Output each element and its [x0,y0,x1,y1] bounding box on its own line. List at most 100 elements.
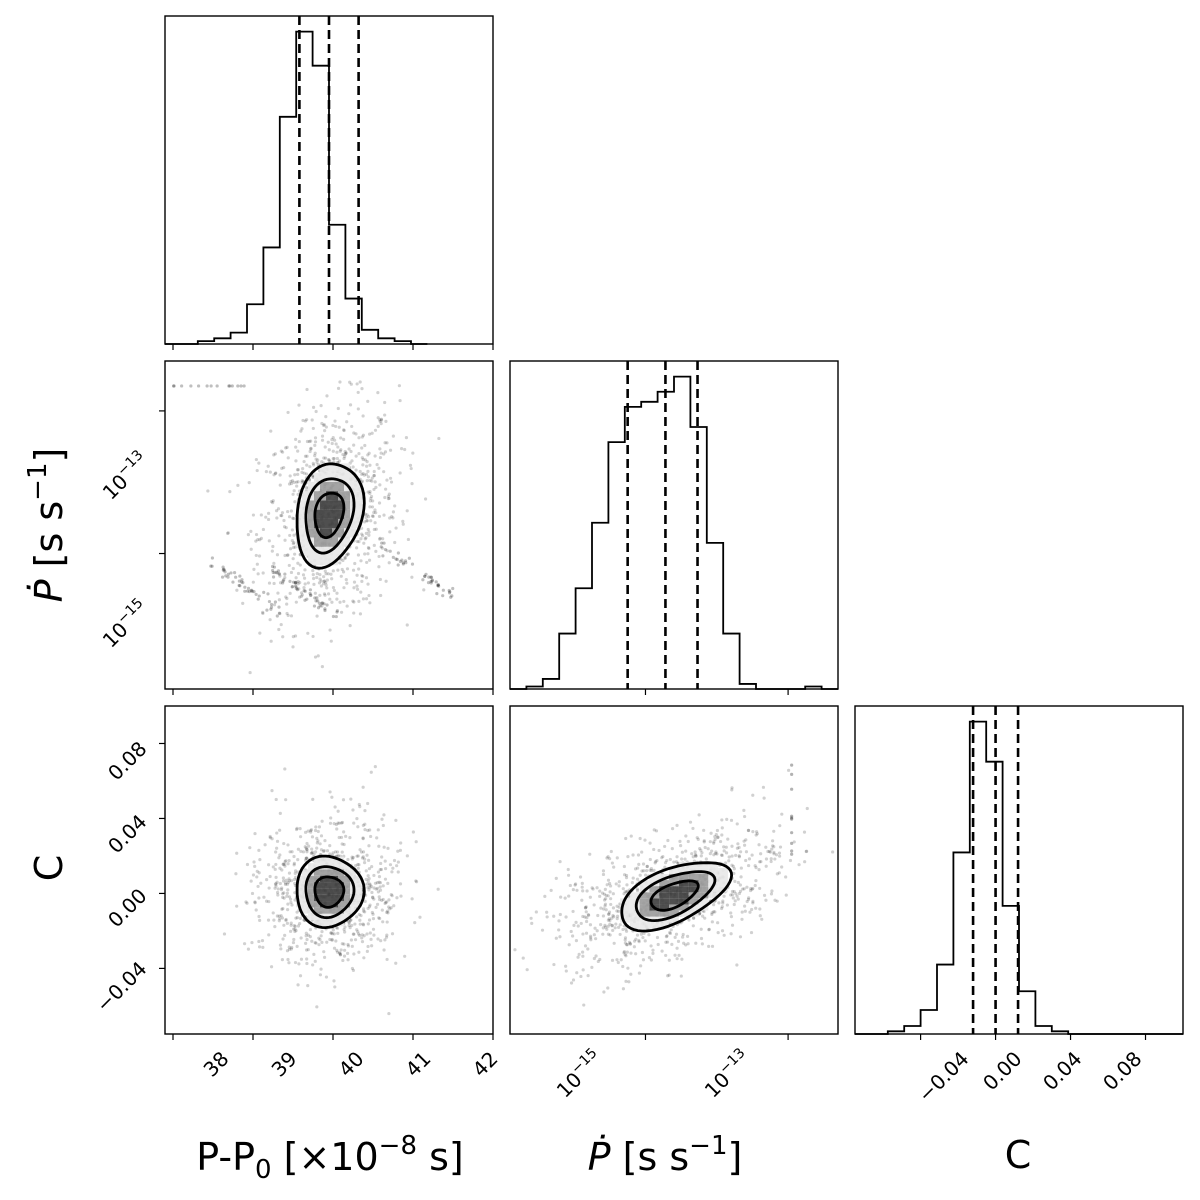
sample-point [609,897,613,901]
density-cell [332,882,338,889]
sample-point [323,445,327,449]
sample-point [361,597,366,601]
sample-point [313,850,318,854]
sample-point [576,924,580,928]
sample-point [587,913,591,917]
sample-point [280,466,284,470]
density-cell [314,875,320,883]
sample-point [605,927,609,931]
sample-point [605,883,609,887]
sample-point [269,602,274,607]
sample-point [333,438,337,442]
sample-point [236,384,240,388]
sample-point [276,893,280,897]
sample-point [313,959,317,963]
density-cell [338,546,344,557]
sample-point [564,964,568,968]
sample-point [342,428,346,433]
sample-point [331,585,336,590]
sample-point [293,871,297,875]
sample-point [344,451,348,456]
sample-point [281,581,285,585]
sample-point [309,446,313,450]
sample-point [332,979,336,983]
sample-point [285,908,290,912]
sample-point [721,901,725,905]
sample-point [359,913,363,918]
sample-point [622,949,627,954]
density-cell [629,892,640,899]
density-cell [344,907,350,914]
sample-point [627,980,631,984]
sample-point [636,853,641,857]
sample-point [250,589,254,594]
sample-point [277,611,282,615]
density-cell [308,901,314,908]
sample-point [742,887,746,891]
sample-point [771,844,775,848]
density-cell [332,509,338,519]
sample-point [339,821,344,825]
sample-point [734,853,738,857]
sample-point [341,570,346,574]
sample-point [383,441,387,445]
sample-point [314,825,318,829]
sample-point [360,456,364,460]
sample-point [257,914,261,919]
sample-point [342,830,346,834]
sample-point [319,934,323,938]
sample-point [352,443,356,447]
sample-point [308,588,313,592]
sample-point [694,854,698,858]
sample-point [368,931,372,935]
sample-point [424,572,428,576]
sample-point [581,932,585,936]
sample-point [612,941,616,945]
sample-point [654,829,659,833]
sample-point [581,954,585,958]
sample-point [373,881,378,885]
sample-point [628,942,632,946]
sample-point [309,447,313,451]
sample-point [310,851,314,855]
sample-point [607,917,611,921]
sample-point [720,853,724,857]
sample-point [398,882,403,886]
sample-point [372,897,376,901]
sample-point [273,925,277,929]
sample-point [343,454,347,459]
sample-point [754,830,759,834]
sample-point [315,460,319,464]
sample-point [325,603,329,607]
sample-point [249,529,253,533]
density-cell [338,888,344,895]
sample-point [297,922,302,926]
sample-point [291,940,296,945]
sample-point [277,919,281,923]
sample-point [229,571,233,575]
sample-point [362,860,367,865]
c-y-tick-label: 0.04 [103,810,151,858]
sample-point [304,948,309,952]
sample-point [304,472,309,476]
sample-point [379,939,383,943]
sample-point [368,499,372,503]
contour-line [304,865,356,920]
sample-point [339,448,343,452]
density-cell [344,869,350,876]
sample-point [529,916,533,920]
sample-point [350,459,354,463]
sample-point [359,559,363,563]
sample-point [621,927,625,932]
sample-point [389,480,394,484]
sample-point [369,834,373,839]
density-cell [332,481,338,492]
sample-point [372,873,376,878]
sample-point [356,932,361,936]
density-cell [314,913,320,921]
sample-point [610,916,614,920]
sample-point [289,879,294,883]
sample-point [282,466,286,470]
sample-point [369,937,373,941]
sample-point [296,858,300,862]
